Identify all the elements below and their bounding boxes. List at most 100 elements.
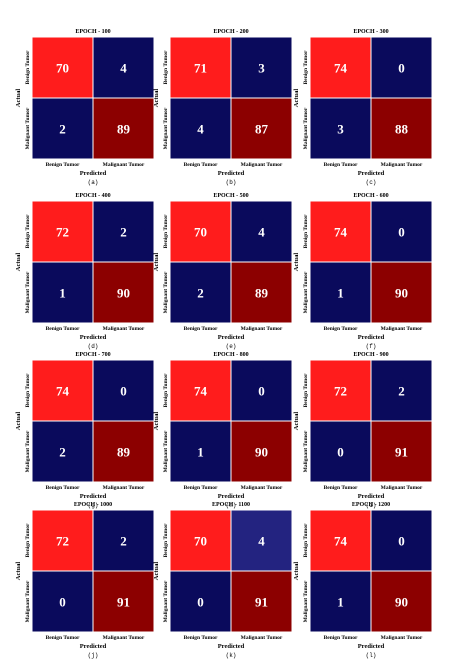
panel-l-x-tick-label: Benign Tumor	[324, 635, 358, 641]
panel-a-cell-value-0-0: 70	[56, 61, 69, 76]
panel-b-cell-0-1	[230, 36, 293, 99]
panel-i-ylabel: Actual	[293, 412, 300, 431]
panel-b-ylabel: Actual	[153, 89, 160, 108]
panel-j-x-tick-label: Malignant Tumor	[103, 635, 145, 641]
panel-e-cell-value-1-1: 89	[255, 286, 269, 301]
panel-d-x-tick-label: Benign Tumor	[46, 326, 80, 332]
panel-g-x-tick-label: Benign Tumor	[46, 485, 80, 491]
panel-k-x-tick-label: Benign Tumor	[184, 635, 218, 641]
panel-f-cell-value-1-1: 90	[395, 286, 408, 301]
panel-k-ylabel: Actual	[153, 562, 160, 581]
panel-j-cell-value-1-0: 0	[59, 595, 66, 610]
panel-j-title: EPOCH - 1000	[74, 502, 112, 508]
panel-b-cell-value-0-1: 3	[258, 61, 265, 76]
panel-l-x-tick-label: Malignant Tumor	[381, 635, 423, 641]
panel-f-cell-value-1-0: 1	[337, 286, 344, 301]
panel-i-cell-value-0-0: 72	[334, 384, 347, 399]
panel-g-cell-0-0	[31, 359, 94, 422]
panel-l-cell-value-1-0: 1	[337, 595, 344, 610]
panel-g-title: EPOCH - 700	[75, 352, 110, 358]
panel-f-x-tick-label: Benign Tumor	[324, 326, 358, 332]
panel-c-ylabel: Actual	[293, 89, 300, 108]
panel-h-ylabel: Actual	[153, 412, 160, 431]
panel-i-cell-value-0-1: 2	[398, 384, 405, 399]
panel-f-y-tick-label: Benign Tumor	[303, 214, 309, 248]
panel-i-y-tick-label: Malignant Tumor	[303, 430, 309, 472]
panel-e-y-tick-label: Benign Tumor	[163, 214, 169, 248]
panel-g-x-tick-label: Malignant Tumor	[103, 485, 145, 491]
panel-c-cell-value-1-1: 88	[395, 122, 409, 137]
panel-l-ylabel: Actual	[293, 562, 300, 581]
panel-b-y-tick-label: Benign Tumor	[163, 50, 169, 84]
panel-j-cell-value-0-0: 72	[56, 534, 69, 549]
panel-g-cell-value-0-1: 0	[120, 384, 127, 399]
panel-i-x-tick-label: Malignant Tumor	[381, 485, 423, 491]
panel-c-cell-0-1	[370, 36, 433, 99]
panel-f-title: EPOCH - 600	[353, 193, 388, 199]
panel-j-y-tick-label: Malignant Tumor	[25, 580, 31, 622]
panel-e-cell-0-0	[169, 200, 232, 263]
panel-d-cell-value-0-0: 72	[56, 225, 69, 240]
panel-c-cell-1-1	[370, 97, 433, 160]
panel-a-cell-1-1	[92, 97, 155, 160]
panel-h-xlabel: Predicted	[218, 493, 245, 500]
panel-a-y-tick-label: Benign Tumor	[25, 50, 31, 84]
panel-l-xlabel: Predicted	[358, 643, 385, 650]
panel-d-cell-1-1	[92, 261, 155, 324]
panel-a-xlabel: Predicted	[80, 170, 107, 177]
panel-h-cell-1-1	[230, 420, 293, 483]
panel-e-ylabel: Actual	[153, 253, 160, 272]
panel-b-caption: (b)	[226, 179, 237, 186]
panel-c-cell-value-0-1: 0	[398, 61, 405, 76]
panel-b-x-tick-label: Malignant Tumor	[241, 162, 283, 168]
panel-g-y-tick-label: Benign Tumor	[25, 373, 31, 407]
panel-j-cell-0-1	[92, 509, 155, 572]
panel-k-title: EPOCH - 1100	[212, 502, 250, 508]
panel-j-y-tick-label: Benign Tumor	[25, 523, 31, 557]
panel-k-cell-value-0-0: 70	[194, 534, 207, 549]
panel-b-cell-1-0	[169, 97, 232, 160]
panel-h-cell-0-0	[169, 359, 232, 422]
panel-i-xlabel: Predicted	[358, 493, 385, 500]
panel-k-cell-value-1-1: 91	[255, 595, 268, 610]
panel-f-cell-0-1	[370, 200, 433, 263]
panel-e-xlabel: Predicted	[218, 334, 245, 341]
panel-f-caption: (f)	[366, 343, 377, 350]
panel-f-cell-1-0	[309, 261, 372, 324]
panel-a-cell-value-1-1: 89	[117, 122, 131, 137]
panel-a-x-tick-label: Benign Tumor	[46, 162, 80, 168]
panel-i-x-tick-label: Benign Tumor	[324, 485, 358, 491]
panel-b-xlabel: Predicted	[218, 170, 245, 177]
panel-l-title: EPOCH - 1200	[352, 502, 390, 508]
panel-i-cell-value-1-1: 91	[395, 445, 408, 460]
panel-c-title: EPOCH - 300	[353, 29, 388, 35]
panel-a-x-tick-label: Malignant Tumor	[103, 162, 145, 168]
panel-e-cell-1-0	[169, 261, 232, 324]
panel-j-cell-1-1	[92, 570, 155, 633]
panel-d-cell-0-1	[92, 200, 155, 263]
panel-g-cell-value-1-0: 2	[59, 445, 66, 460]
panel-h-cell-value-1-0: 1	[197, 445, 204, 460]
panel-c-y-tick-label: Benign Tumor	[303, 50, 309, 84]
panel-g-cell-value-0-0: 74	[56, 384, 70, 399]
panel-g-cell-value-1-1: 89	[117, 445, 131, 460]
panel-e-caption: (e)	[226, 343, 237, 350]
panel-d-cell-value-1-1: 90	[117, 286, 130, 301]
panel-j-cell-value-0-1: 2	[120, 534, 127, 549]
panel-f-x-tick-label: Malignant Tumor	[381, 326, 423, 332]
panel-c-cell-value-1-0: 3	[337, 122, 344, 137]
panel-g-ylabel: Actual	[15, 412, 22, 431]
panel-k-cell-0-1	[230, 509, 293, 572]
panel-f-cell-0-0	[309, 200, 372, 263]
panel-d-y-tick-label: Benign Tumor	[25, 214, 31, 248]
panel-g-cell-0-1	[92, 359, 155, 422]
panel-l-cell-0-1	[370, 509, 433, 572]
panel-f-cell-1-1	[370, 261, 433, 324]
panel-c-x-tick-label: Malignant Tumor	[381, 162, 423, 168]
panel-a-cell-value-0-1: 4	[120, 61, 127, 76]
panel-e-cell-value-0-0: 70	[194, 225, 207, 240]
panel-d-cell-value-1-0: 1	[59, 286, 66, 301]
panel-l-y-tick-label: Benign Tumor	[303, 523, 309, 557]
panel-i-title: EPOCH - 900	[353, 352, 388, 358]
